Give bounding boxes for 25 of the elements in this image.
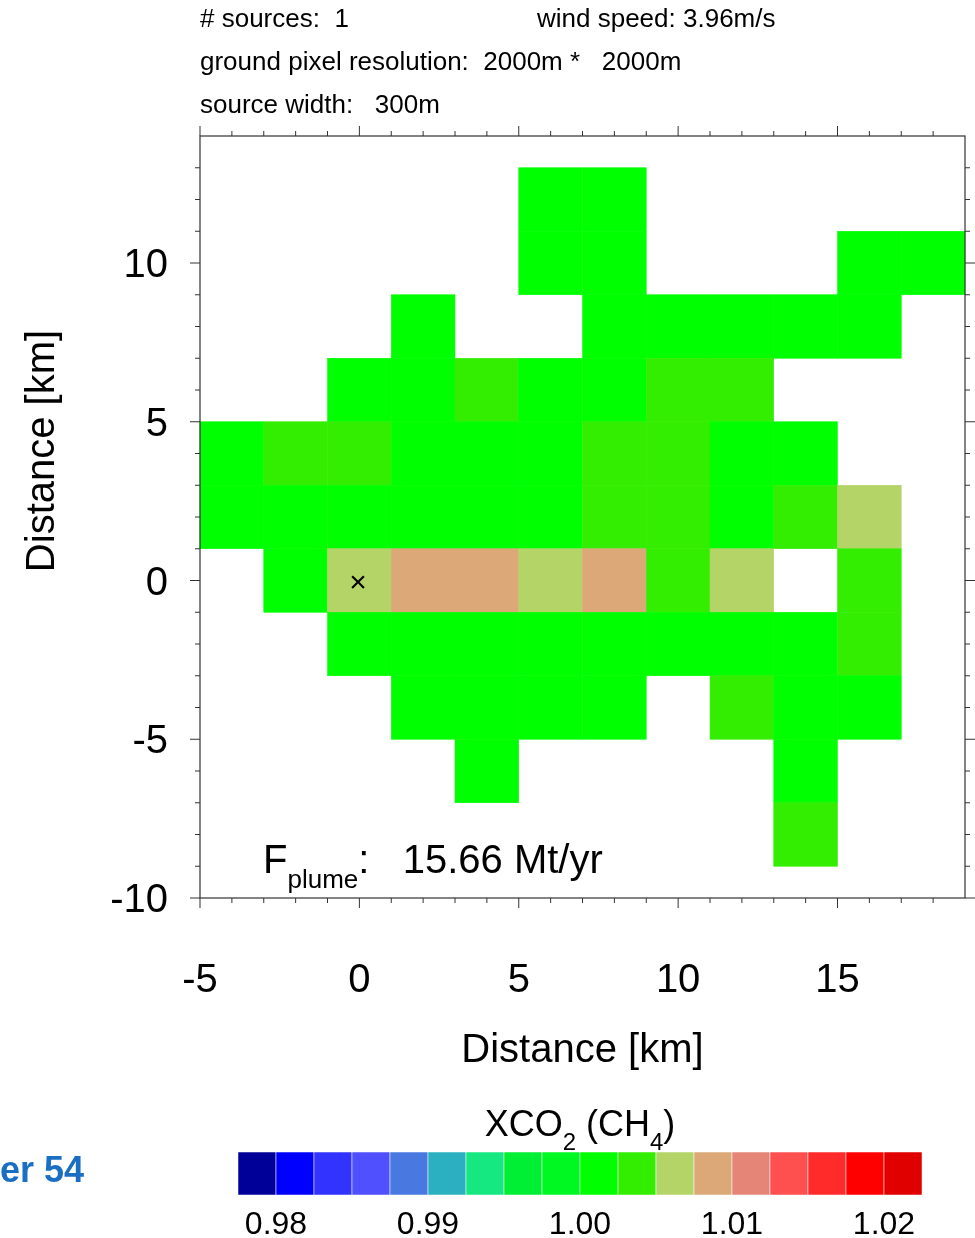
annotation: × — [349, 565, 367, 598]
x-tick-label: 0 — [348, 956, 371, 1000]
color-bar-title: XCO$_{2}$ (CH$_{4}$) — [484, 1103, 676, 1155]
y-tick-label: 0 — [145, 558, 168, 603]
text: ground pixel resolution: 2000m * 2000m — [200, 46, 682, 76]
x-axis-title: Distance [km] — [461, 1026, 704, 1070]
text: wind speed: 3.96m/s — [536, 3, 776, 33]
x-tick-label: 10 — [655, 956, 701, 1000]
color-bar-label: 0.98 — [244, 1205, 308, 1238]
color-bar-label: 1.01 — [700, 1205, 764, 1238]
source-note: source width: 300m — [200, 89, 440, 119]
y-tick-label: 10 — [123, 241, 168, 285]
x-tick-label: 15 — [815, 956, 860, 1000]
color-bar-label: 1.00 — [548, 1205, 612, 1238]
y-tick-label: -5 — [132, 717, 168, 762]
color-bar-label: 1.02 — [852, 1205, 916, 1238]
text: # sources: 1 — [200, 3, 349, 33]
x-tick-label: -5 — [182, 956, 218, 1000]
y-axis-title: Distance [km] — [18, 329, 62, 573]
annotation: F$_{plume}$: 15.66 Mt/yr — [263, 837, 603, 894]
text: er 54 — [0, 1149, 85, 1190]
x-tick-label: 5 — [507, 956, 530, 1000]
y-tick-label: 5 — [145, 399, 168, 444]
color-bar-label: 0.99 — [396, 1205, 460, 1238]
y-tick-label: -10 — [110, 876, 168, 920]
